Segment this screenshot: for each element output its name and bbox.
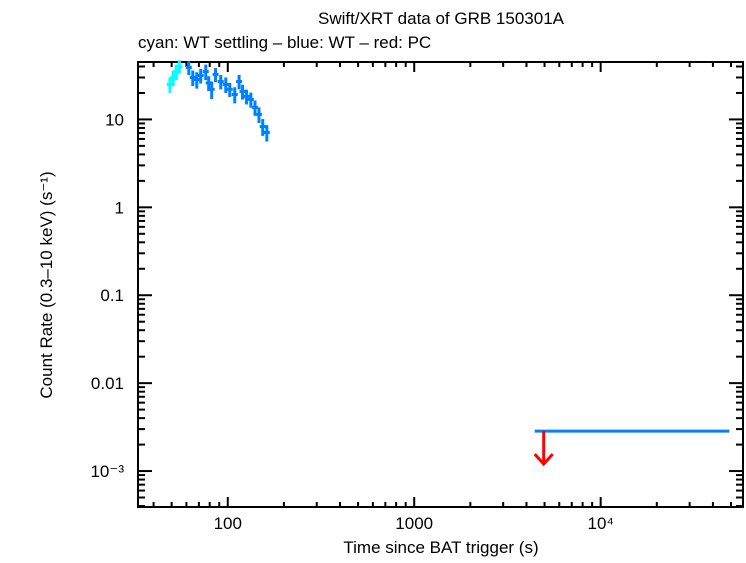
plot-frame xyxy=(137,61,744,508)
y-tick-label: 0.01 xyxy=(91,374,124,393)
upper-limit-arrowhead xyxy=(533,453,554,467)
x-tick-label: 1000 xyxy=(395,514,433,533)
x-tick-label: 100 xyxy=(214,514,242,533)
y-axis-label: Count Rate (0.3–10 keV) (s⁻¹) xyxy=(37,171,56,398)
y-tick-label: 0.1 xyxy=(100,286,124,305)
y-tick-label: 10⁻³ xyxy=(90,462,124,481)
chart-subtitle: cyan: WT settling – blue: WT – red: PC xyxy=(138,33,431,52)
x-tick-label: 10⁴ xyxy=(588,514,614,533)
chart-title: Swift/XRT data of GRB 150301A xyxy=(318,9,565,28)
y-tick-label: 1 xyxy=(115,198,124,217)
y-tick-label: 10 xyxy=(105,110,124,129)
x-axis-label: Time since BAT trigger (s) xyxy=(343,538,538,557)
